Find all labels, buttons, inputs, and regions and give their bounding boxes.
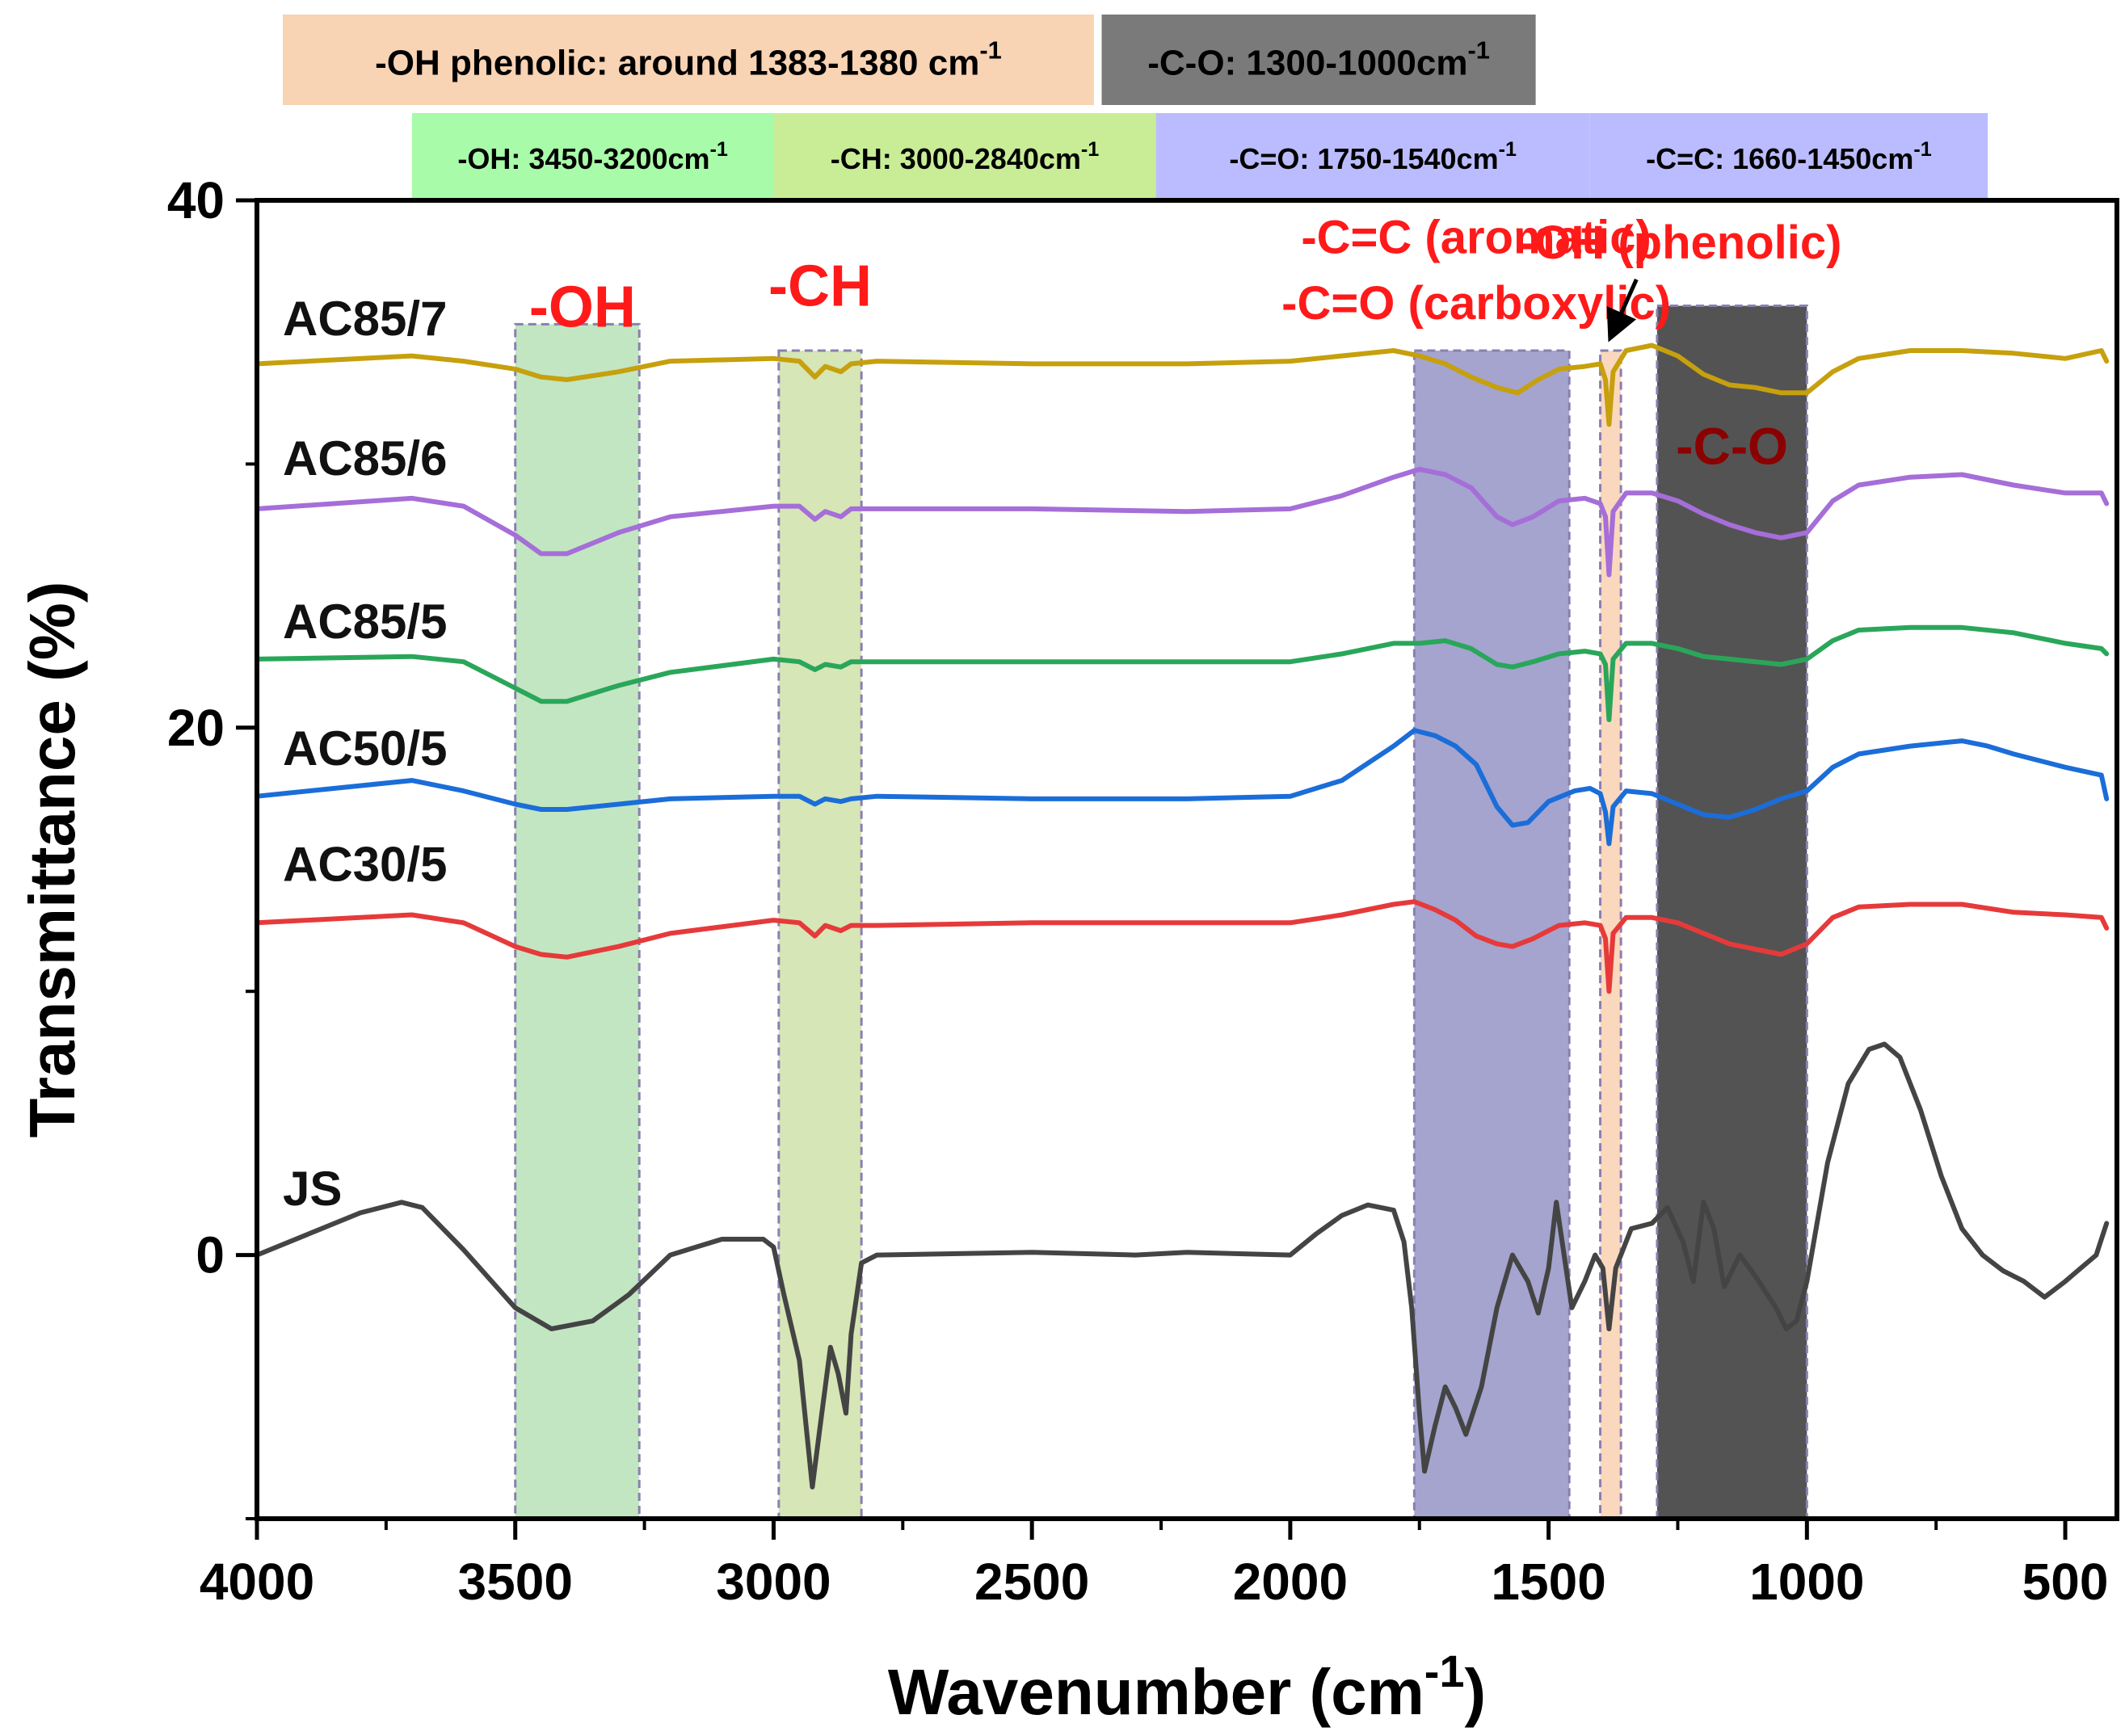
series-label-AC50-5: AC50/5: [283, 721, 447, 776]
x-tick-label-500: 500: [2022, 1553, 2109, 1611]
region-c-o-band: [1656, 305, 1808, 1520]
y-tick-label-20: 20: [167, 699, 225, 757]
x-tick-label-2000: 2000: [1233, 1553, 1348, 1611]
series-label-JS: JS: [283, 1162, 342, 1216]
annotation-layer: -OH -CH -C=C (aromatic) -C=O (carboxylic) -O…: [529, 211, 1842, 475]
band-label-1: -C-O: 1300-1000cm-1: [1147, 36, 1490, 83]
annotation-3: -C=O (carboxylic): [1281, 277, 1671, 330]
band-box-3: [773, 113, 1156, 200]
region-oh-band: [514, 322, 641, 1520]
y-tick-label-0: 0: [196, 1226, 225, 1284]
band-box-5: [1589, 113, 1988, 200]
series-label-AC85-7: AC85/7: [283, 292, 447, 346]
phenolic-arrow: [1606, 278, 1639, 343]
series-line-AC85-6: [255, 466, 2110, 578]
annotation-2: -C=C (aromatic): [1301, 211, 1651, 263]
series-label-AC85-6: AC85/6: [283, 431, 447, 485]
annotation-5: -C-O: [1676, 417, 1788, 475]
x-axis-title: Wavenumber (cm-1): [888, 1646, 1486, 1728]
series-line-AC30-5: [255, 899, 2110, 994]
x-tick-label-3500: 3500: [458, 1553, 573, 1611]
annotation-0: -OH: [529, 275, 636, 340]
band-label-5: -C=C: 1660-1450cm-1: [1646, 138, 1932, 175]
band-box-1: [1101, 15, 1536, 105]
band-label-4: -C=O: 1750-1540cm-1: [1229, 138, 1517, 175]
x-tick-label-1500: 1500: [1491, 1553, 1605, 1611]
annotation-1: -CH: [768, 254, 872, 319]
series-label-AC85-5: AC85/5: [283, 595, 447, 649]
series-line-AC85-7: [255, 343, 2110, 427]
region-layer: [514, 305, 1808, 1520]
x-tick-label-2500: 2500: [974, 1553, 1089, 1611]
axes-layer: 4000 3500 3000 2500 2000 1500 1000 500 0 20 40 Wave…: [16, 171, 2119, 1728]
y-axis-title: Transmittance (%): [16, 581, 88, 1137]
series-layer: [255, 343, 2110, 1490]
x-tick-label-3000: 3000: [716, 1553, 831, 1611]
series-label-layer: AC85/7 AC85/6 AC85/5 AC50/5 AC30/5 JS: [283, 292, 447, 1216]
series-line-JS: [255, 1041, 2110, 1490]
series-line-AC50-5: [255, 728, 2110, 847]
top-band-layer: -OH phenolic: around 1383-1380 cm-1 -C-O:…: [282, 15, 1988, 200]
series-label-AC30-5: AC30/5: [283, 838, 447, 892]
x-tick-label-4000: 4000: [200, 1553, 314, 1611]
y-tick-label-40: 40: [167, 171, 225, 229]
band-box-2: [411, 113, 774, 200]
plot-frame: [255, 198, 2119, 1521]
x-tick-label-1000: 1000: [1749, 1553, 1864, 1611]
band-label-2: -OH: 3450-3200cm-1: [457, 138, 728, 175]
annotation-4: -OH (phenolic): [1519, 216, 1842, 269]
series-line-AC85-5: [255, 624, 2110, 722]
band-box-4: [1155, 113, 1590, 200]
band-box-0: [282, 15, 1094, 105]
band-label-0: -OH phenolic: around 1383-1380 cm-1: [375, 36, 1002, 83]
band-label-3: -CH: 3000-2840cm-1: [831, 138, 1100, 175]
